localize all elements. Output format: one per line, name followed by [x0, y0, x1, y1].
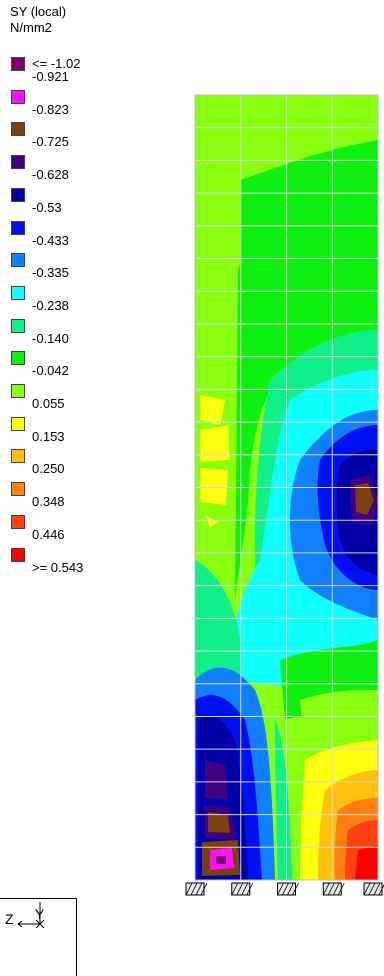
- support-icon: [363, 882, 384, 896]
- legend-entry: -0.823: [10, 89, 130, 135]
- legend-swatch: [11, 449, 25, 464]
- legend-entry: -0.238: [10, 285, 130, 331]
- legend-swatch: [11, 514, 25, 529]
- legend-entry: 0.055: [10, 384, 130, 429]
- legend-entry: -0.725: [10, 122, 130, 167]
- axis-y-label: Y: [35, 906, 45, 922]
- legend-swatch: [11, 416, 25, 431]
- axis-triad-frame: [0, 898, 77, 976]
- legend-entry: -0.335: [10, 253, 130, 298]
- support-icon: [185, 882, 208, 896]
- legend-label: -0.140: [32, 330, 69, 346]
- supports: [185, 882, 384, 896]
- legend-swatch: [11, 482, 25, 497]
- wall-outline: [194, 94, 379, 881]
- legend-label: 0.348: [32, 494, 65, 510]
- legend-title: SY (local) N/mm2: [10, 4, 66, 36]
- legend-label: -0.921: [32, 69, 69, 84]
- legend-swatch: [11, 220, 25, 235]
- legend-entry: -0.042: [10, 351, 130, 396]
- legend-entry: -0.921: [10, 57, 130, 102]
- legend-entry: -0.628: [10, 155, 130, 200]
- legend-label: -0.823: [32, 101, 69, 117]
- legend-label: -0.725: [32, 134, 69, 150]
- axis-z-label: Z: [5, 911, 14, 927]
- legend-swatch: [11, 384, 25, 398]
- legend-label: >= 0.543: [32, 559, 84, 575]
- legend-label: -0.53: [32, 199, 62, 215]
- legend-entry: -0.140: [10, 318, 130, 364]
- legend-unit: N/mm2: [10, 20, 52, 35]
- legend-label: -0.042: [32, 363, 69, 379]
- legend-entry: 0.153: [10, 416, 130, 462]
- legend-swatch: [11, 318, 25, 333]
- legend-label: 0.446: [32, 526, 65, 542]
- color-legend: <= -1.02 -0.921 -0.823 -0.725 -0.628 -0.53 -0…: [10, 56, 130, 616]
- legend-label: 0.055: [32, 396, 65, 411]
- legend-swatch: [11, 547, 25, 562]
- legend-label: -0.335: [32, 265, 69, 281]
- legend-label: 0.153: [32, 428, 65, 444]
- legend-swatch: [11, 57, 25, 71]
- legend-label: -0.628: [32, 167, 69, 183]
- legend-swatch: [11, 351, 25, 366]
- legend-label: 0.250: [32, 461, 65, 477]
- legend-entry: 0.250: [10, 449, 130, 494]
- legend-entry: 0.348: [10, 482, 130, 527]
- mesh-grid: [195, 95, 378, 880]
- legend-label: -0.238: [32, 297, 69, 313]
- legend-entry: 0.446: [10, 514, 130, 560]
- legend-swatch: [11, 187, 25, 202]
- legend-min-label: <= -1.02: [32, 56, 81, 71]
- support-icon: [277, 882, 299, 896]
- legend-swatch: [11, 89, 25, 104]
- legend-entry: >= 0.543: [10, 547, 130, 593]
- legend-swatch: [11, 122, 25, 137]
- legend-label: -0.433: [32, 232, 69, 248]
- legend-swatch: [11, 285, 25, 300]
- legend-swatch: [11, 155, 25, 170]
- support-icon: [322, 882, 345, 896]
- support-icon: [231, 882, 254, 896]
- legend-entry: -0.433: [10, 220, 130, 266]
- legend-entry: -0.53: [10, 187, 130, 233]
- axis-triad: [17, 902, 45, 929]
- legend-quantity: SY (local): [10, 4, 67, 19]
- legend-swatch: [11, 253, 25, 268]
